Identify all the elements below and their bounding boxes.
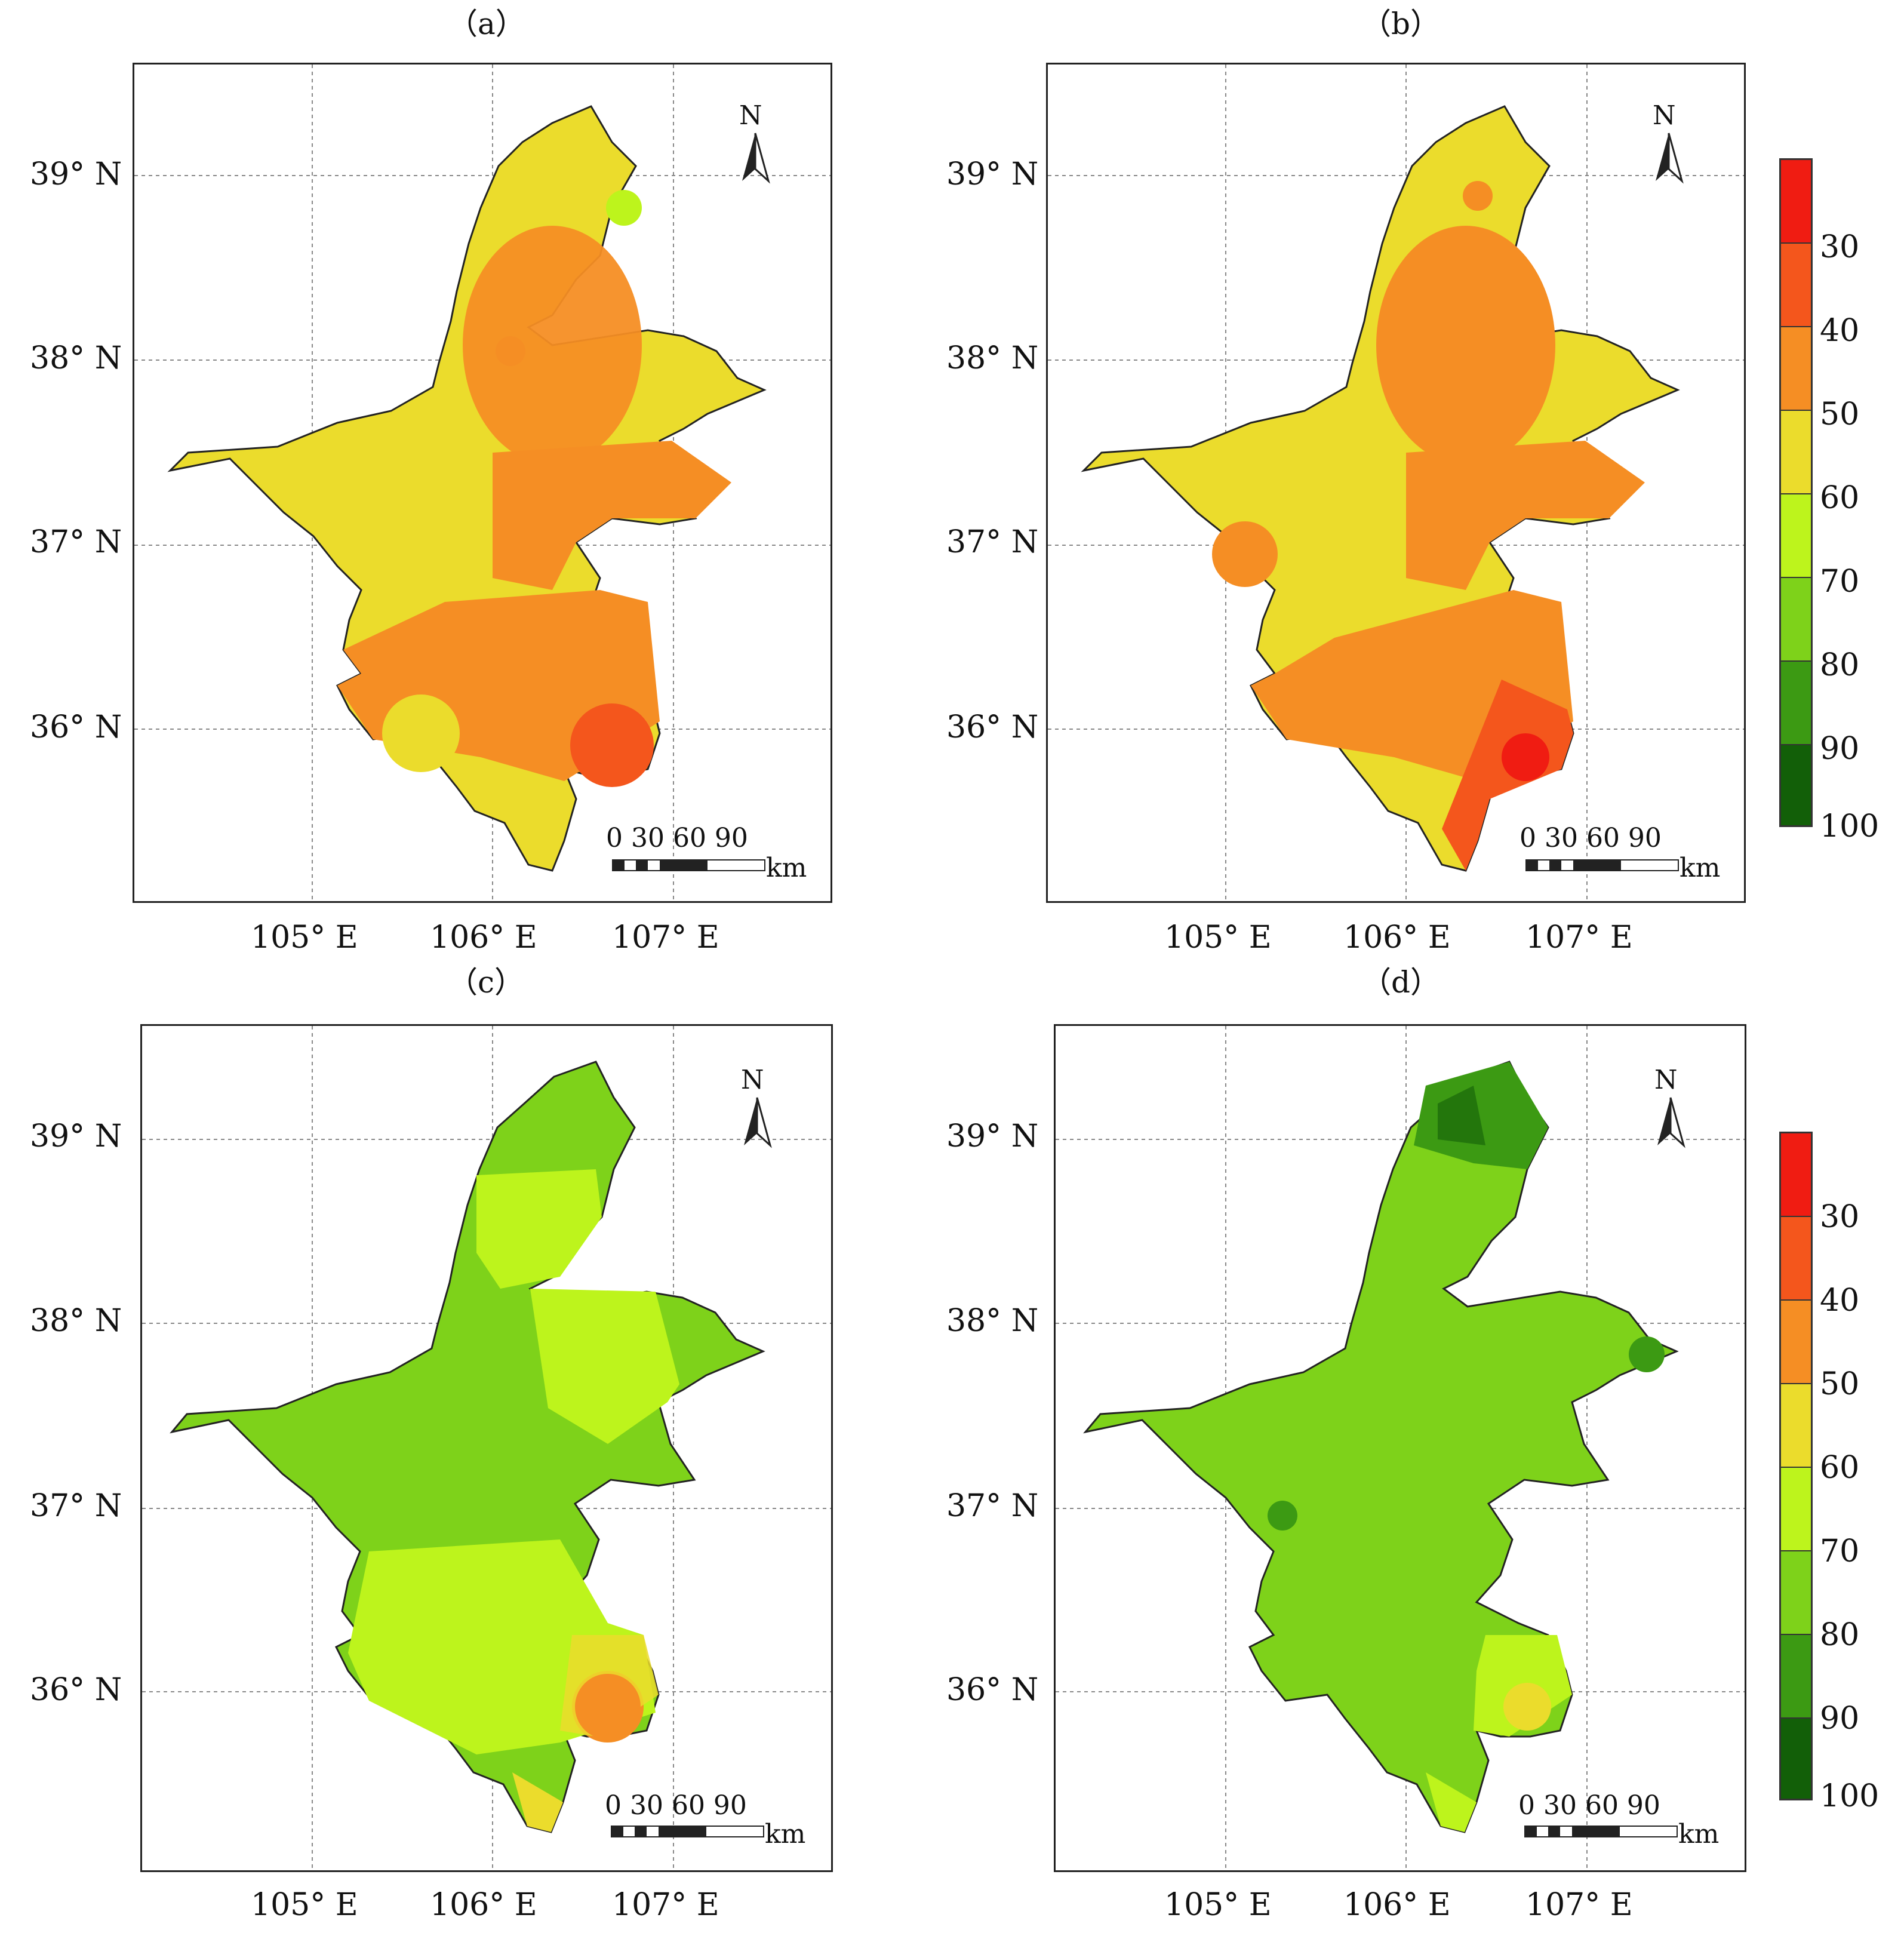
color-legend-bottom (1779, 1132, 1813, 1800)
lon-label: 107° E (1525, 1887, 1633, 1923)
scale-unit: km (765, 1819, 806, 1849)
scale-unit: km (1680, 853, 1721, 883)
legend-tick: 60 (1820, 1450, 1860, 1486)
legend-swatch (1781, 1635, 1811, 1719)
legend-tick: 50 (1820, 397, 1860, 432)
lat-label: 38° N (30, 1303, 122, 1339)
lat-label: 38° N (30, 340, 122, 376)
legend-tick: 90 (1820, 731, 1860, 767)
map-svg-b (1048, 64, 1744, 901)
lat-label: 39° N (946, 156, 1039, 192)
legend-tick: 80 (1820, 1617, 1860, 1653)
legend-tick: 30 (1820, 1199, 1860, 1235)
north-label: N (1654, 1065, 1678, 1095)
legend-swatch (1781, 1301, 1811, 1384)
lon-label: 105° E (251, 1887, 358, 1923)
scale-numbers: 0 30 60 90 (605, 1790, 747, 1821)
scale-bar-icon (1524, 1826, 1678, 1837)
lon-label: 106° E (1343, 920, 1451, 955)
north-arrow-icon (1657, 1097, 1685, 1148)
lon-label: 107° E (1525, 920, 1633, 955)
map-frame-b: N 0 30 60 90 km (1046, 63, 1746, 903)
scale-numbers: 0 30 60 90 (1519, 823, 1662, 853)
north-label: N (741, 1065, 764, 1095)
lat-label: 39° N (30, 156, 122, 192)
legend-swatch (1781, 1217, 1811, 1301)
lat-label: 39° N (30, 1118, 122, 1154)
north-arrow-icon (1656, 133, 1684, 184)
legend-tick: 70 (1820, 1534, 1860, 1569)
legend-swatch (1781, 160, 1811, 244)
legend-tick: 60 (1820, 480, 1860, 516)
scale-bar-icon (1525, 859, 1679, 871)
lon-label: 105° E (251, 920, 358, 955)
scale-unit: km (1678, 1819, 1720, 1849)
lat-label: 38° N (946, 1303, 1039, 1339)
lon-label: 107° E (612, 920, 719, 955)
lon-label: 105° E (1164, 920, 1272, 955)
north-label: N (1653, 100, 1676, 131)
map-svg-a (134, 64, 830, 901)
lat-label: 37° N (946, 524, 1039, 560)
lat-label: 36° N (946, 1672, 1039, 1708)
lon-label: 106° E (1343, 1887, 1451, 1923)
lat-label: 37° N (946, 1488, 1039, 1524)
legend-swatch (1781, 578, 1811, 662)
legend-tick: 50 (1820, 1366, 1860, 1402)
region-b (1081, 105, 1680, 872)
legend-swatch (1781, 1384, 1811, 1468)
map-svg-d (1056, 1026, 1745, 1870)
north-label: N (739, 100, 762, 131)
region-a (167, 105, 767, 872)
legend-swatch (1781, 1133, 1811, 1217)
lat-label: 36° N (30, 1672, 122, 1708)
panel-label-a: （a） (448, 7, 525, 41)
legend-swatch (1781, 745, 1811, 825)
scale-unit: km (766, 853, 807, 883)
legend-swatch (1781, 662, 1811, 745)
legend-tick: 90 (1820, 1701, 1860, 1737)
legend-swatch (1781, 1468, 1811, 1551)
legend-swatch (1781, 1719, 1811, 1799)
region-d (1083, 1061, 1679, 1833)
scale-numbers: 0 30 60 90 (606, 823, 748, 853)
lat-label: 36° N (30, 709, 122, 745)
map-svg-c (142, 1026, 831, 1870)
panel-label-c: （c） (448, 965, 525, 1000)
lon-label: 105° E (1164, 1887, 1272, 1923)
scale-bar-icon (611, 1826, 764, 1837)
panel-label-d: （d） (1361, 965, 1441, 1000)
lat-label: 39° N (946, 1118, 1039, 1154)
north-arrow-icon (744, 1097, 772, 1148)
legend-tick: 80 (1820, 647, 1860, 683)
legend-swatch (1781, 411, 1811, 494)
lat-label: 37° N (30, 1488, 122, 1524)
legend-swatch (1781, 494, 1811, 578)
lon-label: 106° E (430, 920, 537, 955)
lat-label: 38° N (946, 340, 1039, 376)
north-arrow-icon (742, 133, 770, 184)
map-frame-c: N 0 30 60 90 km (140, 1024, 833, 1872)
legend-swatch (1781, 1551, 1811, 1635)
legend-tick: 70 (1820, 564, 1860, 600)
legend-tick: 30 (1820, 229, 1860, 265)
region-c (170, 1061, 765, 1833)
color-legend-top (1779, 158, 1813, 827)
legend-tick: 40 (1820, 1283, 1860, 1319)
lon-label: 107° E (612, 1887, 719, 1923)
scale-bar-icon (612, 859, 765, 871)
legend-swatch (1781, 244, 1811, 327)
panel-label-b: （b） (1361, 7, 1441, 41)
lat-label: 36° N (946, 709, 1039, 745)
lat-label: 37° N (30, 524, 122, 560)
lon-label: 106° E (430, 1887, 537, 1923)
map-frame-a: N 0 30 60 90 km (133, 63, 832, 903)
legend-swatch (1781, 327, 1811, 411)
map-frame-d: N 0 30 60 90 km (1054, 1024, 1746, 1872)
legend-tick: 100 (1820, 1778, 1880, 1814)
scale-numbers: 0 30 60 90 (1518, 1790, 1660, 1821)
legend-tick: 100 (1820, 809, 1880, 844)
legend-tick: 40 (1820, 313, 1860, 349)
